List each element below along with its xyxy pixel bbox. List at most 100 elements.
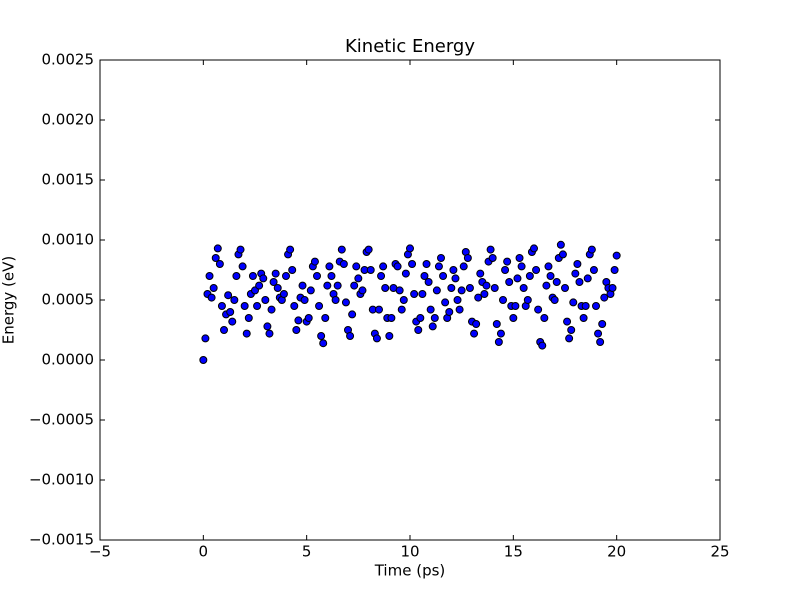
point bbox=[265, 329, 274, 338]
point bbox=[279, 290, 288, 298]
point bbox=[337, 245, 346, 254]
point bbox=[558, 250, 567, 259]
point bbox=[455, 305, 464, 314]
point bbox=[482, 281, 491, 290]
point bbox=[432, 286, 441, 295]
x-tick-label: 20 bbox=[607, 543, 626, 561]
point bbox=[511, 302, 520, 310]
point bbox=[472, 320, 481, 328]
point bbox=[600, 293, 609, 302]
y-tick-label: 0.0020 bbox=[42, 111, 95, 129]
point bbox=[377, 272, 386, 280]
point bbox=[244, 314, 253, 322]
point bbox=[457, 286, 466, 295]
point bbox=[492, 320, 501, 328]
point bbox=[406, 244, 414, 253]
point bbox=[238, 262, 247, 271]
point bbox=[209, 284, 218, 292]
point bbox=[350, 281, 359, 290]
x-axis-label: Time (ps) bbox=[374, 562, 446, 580]
point bbox=[505, 278, 514, 286]
chart-title: Kinetic Energy bbox=[345, 36, 475, 57]
point bbox=[567, 326, 576, 334]
point bbox=[319, 339, 328, 348]
y-tick-label: −0.0005 bbox=[29, 411, 94, 429]
point bbox=[445, 308, 454, 316]
point bbox=[501, 266, 510, 274]
point bbox=[323, 281, 332, 290]
point bbox=[561, 284, 569, 292]
point bbox=[286, 245, 295, 254]
point bbox=[422, 260, 431, 268]
point bbox=[571, 269, 580, 278]
point bbox=[269, 278, 278, 286]
point bbox=[331, 296, 340, 304]
point bbox=[542, 281, 551, 290]
point bbox=[333, 281, 342, 290]
point bbox=[424, 278, 433, 286]
point bbox=[306, 286, 315, 295]
point bbox=[267, 305, 276, 314]
point bbox=[211, 254, 220, 262]
point bbox=[459, 262, 468, 271]
point bbox=[513, 274, 522, 283]
point bbox=[418, 290, 427, 298]
point bbox=[292, 326, 301, 334]
y-tick-label: 0.0010 bbox=[42, 231, 95, 249]
point bbox=[416, 314, 425, 322]
y-tick-label: 0.0025 bbox=[42, 51, 95, 69]
point bbox=[608, 284, 617, 292]
point bbox=[201, 334, 210, 343]
x-tick-label: 25 bbox=[710, 543, 729, 561]
point bbox=[263, 322, 272, 331]
point bbox=[612, 251, 621, 260]
point bbox=[426, 305, 435, 314]
point bbox=[372, 334, 381, 343]
point bbox=[205, 272, 214, 280]
point bbox=[420, 272, 429, 280]
point bbox=[476, 269, 485, 278]
x-tick-label: 15 bbox=[504, 543, 523, 561]
point bbox=[546, 272, 555, 280]
point bbox=[325, 262, 334, 271]
x-tick-label: 0 bbox=[199, 543, 209, 561]
point bbox=[563, 317, 572, 326]
point bbox=[496, 329, 505, 338]
point bbox=[565, 334, 574, 343]
point bbox=[366, 266, 375, 274]
point bbox=[300, 296, 309, 304]
point bbox=[470, 329, 479, 338]
point bbox=[273, 284, 282, 292]
point bbox=[294, 316, 303, 325]
point bbox=[282, 272, 290, 280]
point bbox=[358, 286, 367, 295]
point bbox=[313, 272, 321, 280]
point bbox=[428, 322, 437, 331]
point bbox=[449, 266, 458, 274]
point bbox=[592, 302, 600, 310]
point bbox=[317, 332, 326, 340]
point bbox=[587, 245, 596, 254]
point bbox=[519, 284, 528, 292]
point bbox=[261, 296, 270, 304]
point bbox=[488, 254, 497, 262]
point bbox=[451, 274, 460, 283]
point bbox=[290, 302, 299, 310]
point bbox=[327, 272, 336, 280]
x-tick-label: −5 bbox=[89, 543, 111, 561]
point bbox=[397, 305, 406, 314]
point bbox=[393, 262, 402, 271]
point bbox=[610, 266, 619, 274]
point bbox=[523, 296, 532, 304]
point bbox=[439, 272, 448, 280]
point bbox=[298, 281, 307, 290]
point bbox=[552, 278, 561, 286]
point bbox=[499, 296, 507, 304]
point bbox=[271, 269, 280, 278]
point bbox=[379, 262, 388, 271]
point bbox=[575, 278, 584, 286]
point bbox=[503, 257, 512, 266]
point bbox=[486, 245, 495, 254]
